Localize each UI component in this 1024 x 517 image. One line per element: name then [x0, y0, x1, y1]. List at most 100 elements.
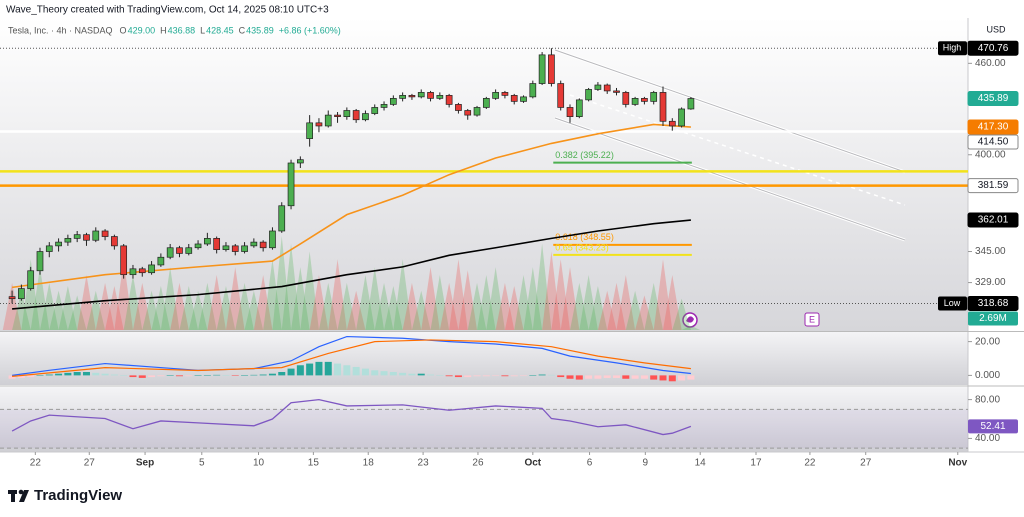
- volume-area: [132, 282, 152, 330]
- volume-area: [560, 267, 580, 330]
- earnings-icon[interactable]: [804, 312, 820, 327]
- candle-body: [259, 241, 267, 249]
- volume-area: [635, 295, 654, 330]
- x-tick-label: 14: [695, 458, 707, 469]
- candle-body: [55, 241, 62, 247]
- candle-body: [417, 92, 425, 98]
- volume-area: [393, 259, 412, 330]
- macd-bar: [306, 363, 314, 376]
- price-label: 435.89: [978, 93, 1009, 104]
- price-label-box: [967, 40, 1019, 56]
- macd-bar: [8, 375, 16, 379]
- candle-body: [371, 107, 379, 114]
- price-label-box: [967, 212, 1019, 228]
- volume-area: [2, 282, 22, 330]
- rsi-band: [0, 409, 968, 449]
- legend-text: 428.45: [206, 25, 234, 35]
- candle-body: [129, 268, 137, 276]
- x-tick-label: Sep: [136, 458, 154, 469]
- candle-body: [101, 230, 109, 237]
- macd-bar: [157, 375, 165, 377]
- volume-area: [467, 282, 487, 330]
- volume-area: [95, 282, 115, 330]
- candle-body: [641, 98, 648, 102]
- macd-bar: [380, 371, 388, 376]
- macd-tick-label: 0.000: [975, 370, 1000, 381]
- macd-bar: [64, 372, 72, 376]
- y-tick-label: 345.00: [975, 246, 1006, 257]
- volume-area: [421, 267, 440, 330]
- volume-area: [188, 290, 208, 330]
- fib-label: 0.618 (348.55): [555, 232, 614, 242]
- volume-area: [430, 275, 450, 330]
- logo-shape: [11, 490, 15, 502]
- candle-body: [241, 245, 248, 252]
- volume-area: [179, 286, 199, 330]
- macd-bar: [185, 375, 193, 377]
- macd-bar: [213, 374, 221, 376]
- macd-bar: [640, 375, 648, 379]
- macd-bar: [101, 373, 109, 376]
- candle-body: [408, 95, 416, 98]
- x-tick-label: 9: [643, 458, 649, 469]
- candle-body: [585, 89, 592, 101]
- macd-bar: [492, 375, 500, 376]
- candle-body: [510, 95, 518, 102]
- moving-average: [11, 123, 691, 289]
- price-label-box: [967, 295, 1019, 311]
- candle-body: [18, 288, 25, 300]
- macd-bar: [585, 375, 593, 379]
- volume-area: [318, 282, 338, 330]
- volume-area: [263, 259, 282, 330]
- candle-body: [603, 84, 611, 92]
- macd-bar: [566, 375, 574, 379]
- macd-bar: [148, 375, 156, 378]
- candle-body: [231, 245, 239, 252]
- volume-area: [365, 267, 385, 330]
- volume-area: [58, 286, 78, 330]
- channel-mid: [569, 94, 906, 206]
- candle-body: [529, 83, 537, 98]
- candle-body: [557, 83, 565, 108]
- candle-body: [687, 98, 695, 110]
- macd-bar: [324, 361, 332, 376]
- y-tick-label: 329.00: [975, 277, 1006, 288]
- macd-bar: [36, 375, 44, 376]
- candle-body: [362, 113, 369, 121]
- channel: [554, 48, 906, 242]
- macd-bar: [55, 373, 63, 376]
- macd-bar: [631, 375, 639, 379]
- macd-bar: [538, 374, 546, 376]
- macd-tick-label: 20.00: [975, 336, 1000, 347]
- candle-body: [138, 268, 146, 274]
- candle-body: [83, 234, 90, 241]
- candle-body: [455, 104, 462, 111]
- macd-bar: [110, 374, 118, 376]
- volume-area: [170, 282, 189, 330]
- macd-bar: [296, 365, 304, 376]
- volume-area: [244, 290, 264, 330]
- volume-area: [570, 282, 589, 330]
- macd-bar: [510, 375, 518, 377]
- volume-area: [272, 235, 292, 330]
- candle-body: [45, 245, 53, 252]
- candle-body: [659, 92, 667, 122]
- volume-area: [235, 282, 254, 330]
- candle-body: [464, 110, 472, 116]
- volume-area: [151, 286, 171, 330]
- volume-area: [551, 259, 571, 330]
- fib-label: 0.65 (343.23): [555, 242, 609, 252]
- macd-bar: [408, 373, 416, 376]
- legend-text: 435.89: [246, 25, 274, 35]
- x-tick-label: 17: [750, 458, 762, 469]
- candle-body: [250, 241, 258, 247]
- legend-text: H: [160, 25, 167, 35]
- volume-area: [123, 275, 143, 330]
- macd-bar: [17, 375, 25, 378]
- macd-bar: [427, 374, 435, 376]
- candle-body: [8, 296, 16, 300]
- macd-bar: [129, 375, 137, 378]
- macd-bar: [557, 375, 565, 378]
- moving-average: [12, 219, 691, 310]
- volume-label: 2.69M: [979, 313, 1007, 324]
